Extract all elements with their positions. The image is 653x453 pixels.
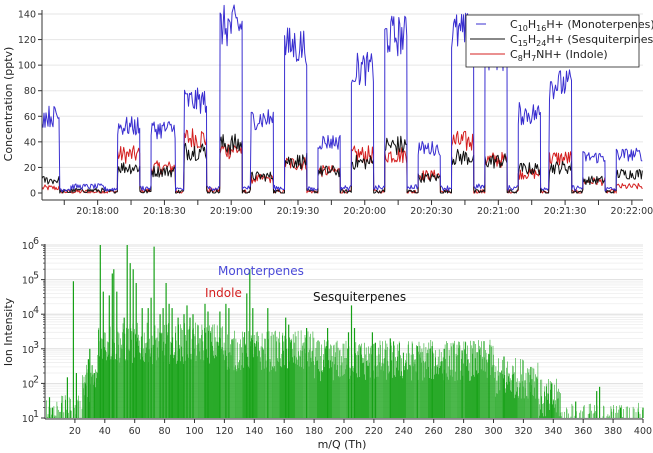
legend-label-part: H [528,33,536,46]
top-x-tick-label: 20:19:00 [210,206,253,217]
bottom-x-tick-label: 380 [604,426,622,437]
top-x-tick-label: 20:20:30 [410,206,453,217]
bottom-x-ticks: 20 40 60 80 100 120 140 160 180 200 220 240 260 280 30… [69,419,652,437]
top-x-tick-label: 20:18:30 [143,206,186,217]
bottom-x-axis-label: m/Q (Th) [318,438,367,451]
legend-label-part: C [510,48,518,61]
tick-base: 10 [22,276,34,287]
top-x-ticks: 20:18:00 20:18:30 20:19:00 20:19:30 20:20:00… [63,200,653,217]
bottom-x-tick-label: 280 [455,426,473,437]
bottom-y-tick-label: 10 [22,276,34,287]
top-x-tick-label: 20:19:30 [277,206,320,217]
legend-label-part: 15 [518,39,528,48]
tick-base: 10 [22,414,34,425]
annotation-indole: Indole [205,286,242,300]
bottom-x-tick-label: 160 [275,426,293,437]
legend-box [465,14,640,68]
top-x-tick-label: 20:20:00 [343,206,386,217]
bottom-y-tick-label: 10 [22,241,34,252]
bottom-x-tick-label: 340 [544,426,562,437]
top-y-tick-label: 80 [24,86,36,97]
annotation-sesquiterpenes: Sesquiterpenes [313,290,406,304]
top-y-tick-label: 40 [24,137,36,148]
top-y-ticks: 0 20 40 60 80 100 120 140 [18,10,42,200]
legend-label: C15H24H+ (Sesquiterpines) [510,33,653,48]
bottom-x-tick-label: 320 [514,426,532,437]
bottom-x-tick-label: 360 [574,426,592,437]
legend-label-part: H [528,18,536,31]
legend-label-part: H+ (Monoterpenes) [546,18,653,31]
tick-base: 10 [22,241,34,252]
top-y-tick-label: 20 [24,163,36,174]
legend-label: C8H7NH+ (Indole) [510,48,608,63]
concentration-time-series-chart: 0 20 40 60 80 100 120 140 20:18:00 20:18:30 20:19… [2,4,653,217]
legend-label-part: H [523,48,531,61]
bottom-y-tick-label: 10 [22,310,34,321]
legend: C10H16H+ (Monoterpenes)C15H24H+ (Sesquit… [465,14,653,68]
bottom-y-tick-exponent: 5 [33,271,39,282]
bottom-x-tick-label: 80 [159,426,171,437]
bottom-y-tick-label: 10 [22,414,34,425]
legend-label-part: H+ (Sesquiterpines) [546,33,653,46]
bottom-x-tick-label: 120 [215,426,233,437]
bottom-x-tick-label: 200 [335,426,353,437]
series-line-indole [41,128,643,194]
legend-label-part: 8 [518,54,523,63]
top-y-tick-label: 100 [18,61,36,72]
spectrum-bars [46,245,644,418]
legend-label-part: C [510,18,518,31]
legend-label: C10H16H+ (Monoterpenes) [510,18,653,33]
legend-label-part: NH+ (Indole) [536,48,608,61]
legend-label-part: 7 [531,54,536,63]
top-y-tick-label: 140 [18,10,36,21]
bottom-x-tick-label: 20 [69,426,81,437]
bottom-y-tick-exponent: 6 [33,236,39,247]
bottom-y-tick-label: 10 [22,379,34,390]
legend-label-part: 10 [518,24,528,33]
top-x-tick-label: 20:21:00 [477,206,520,217]
bottom-y-tick-exponent: 1 [33,409,39,420]
bottom-x-tick-label: 180 [305,426,323,437]
tick-base: 10 [22,379,34,390]
bottom-x-tick-label: 240 [395,426,413,437]
top-y-tick-label: 60 [24,112,36,123]
bottom-y-axis-label: Ion Intensity [2,297,15,366]
bottom-x-tick-label: 300 [484,426,502,437]
tick-base: 10 [22,345,34,356]
top-y-axis-label: Concentration (pptv) [2,47,15,162]
legend-label-part: C [510,33,518,46]
peak-annotations: Monoterpenes Indole Sesquiterpenes [205,264,406,304]
bottom-x-tick-label: 40 [99,426,111,437]
bottom-y-tick-label: 10 [22,345,34,356]
bottom-x-tick-label: 100 [185,426,203,437]
top-y-tick-label: 0 [30,189,36,200]
bottom-y-tick-exponent: 3 [33,340,39,351]
top-gridlines [42,13,643,168]
top-x-tick-label: 20:21:30 [544,206,587,217]
bottom-x-tick-label: 400 [634,426,652,437]
top-series-lines [41,4,643,194]
top-y-tick-label: 120 [18,35,36,46]
bottom-x-tick-label: 60 [129,426,141,437]
top-x-tick-label: 20:18:00 [76,206,119,217]
bottom-x-tick-label: 260 [425,426,443,437]
bottom-y-tick-exponent: 4 [33,305,39,316]
series-line-sesquiterpenes [41,133,643,194]
bottom-y-tick-exponent: 2 [33,374,39,385]
tick-base: 10 [22,310,34,321]
bottom-x-tick-label: 220 [365,426,383,437]
legend-label-part: 16 [536,24,546,33]
annotation-monoterpenes: Monoterpenes [218,264,304,278]
series-line-monoterpenes [41,4,643,193]
top-x-tick-label: 20:22:00 [611,206,653,217]
bottom-x-tick-label: 140 [245,426,263,437]
legend-label-part: 24 [536,39,546,48]
